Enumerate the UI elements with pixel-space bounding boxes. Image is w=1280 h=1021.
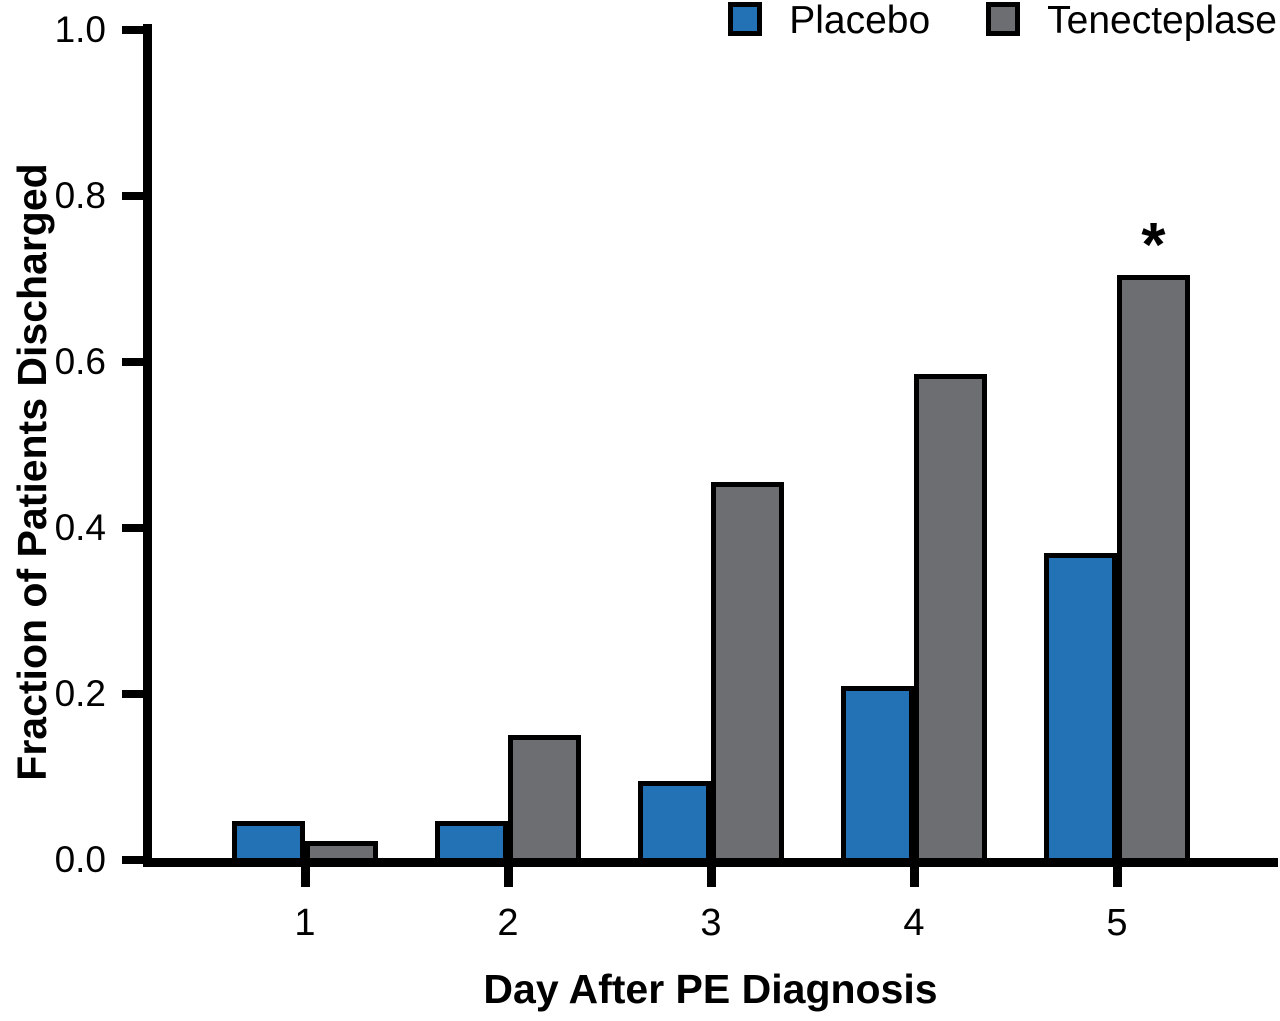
x-tick-1 <box>301 865 310 887</box>
y-tick-0.4 <box>122 524 143 532</box>
y-tick-0.0 <box>122 856 143 864</box>
legend-item-placebo: Placebo <box>728 0 930 42</box>
bar-tenecteplase-day-5 <box>1117 275 1190 865</box>
x-tick-label-5: 5 <box>1106 902 1128 944</box>
y-tick-label-0.6: 0.6 <box>54 341 106 382</box>
y-tick-label-0.8: 0.8 <box>54 175 106 216</box>
legend: Placebo Tenecteplase <box>728 0 1277 44</box>
x-tick-label-4: 4 <box>903 902 925 944</box>
y-tick-0.6 <box>122 358 143 366</box>
y-tick-0.8 <box>122 192 143 200</box>
x-tick-label-3: 3 <box>700 902 722 944</box>
y-tick-label-0.4: 0.4 <box>54 507 106 548</box>
legend-swatch-tenecteplase <box>986 2 1021 36</box>
x-tick-2 <box>504 865 513 887</box>
legend-swatch-placebo <box>728 2 763 36</box>
legend-label-placebo: Placebo <box>789 0 931 42</box>
y-tick-label-0.2: 0.2 <box>54 673 106 714</box>
bar-placebo-day-3 <box>638 781 711 865</box>
x-axis-line <box>143 858 1278 867</box>
x-tick-label-1: 1 <box>294 902 316 944</box>
x-tick-5 <box>1113 865 1122 887</box>
x-axis-title: Day After PE Diagnosis <box>483 966 938 1012</box>
y-axis-line <box>143 24 152 867</box>
x-tick-3 <box>707 865 716 887</box>
bar-tenecteplase-day-2 <box>508 735 581 865</box>
x-tick-label-2: 2 <box>497 902 519 944</box>
bar-placebo-day-1 <box>232 821 305 865</box>
significance-star: * <box>1141 211 1166 280</box>
y-tick-label-1.0: 1.0 <box>54 9 106 50</box>
bar-tenecteplase-day-4 <box>914 374 987 865</box>
y-tick-1.0 <box>122 26 143 34</box>
legend-label-tenecteplase: Tenecteplase <box>1047 0 1277 42</box>
y-tick-0.2 <box>122 690 143 698</box>
bar-tenecteplase-day-3 <box>711 482 784 865</box>
x-tick-4 <box>910 865 919 887</box>
legend-item-tenecteplase: Tenecteplase <box>986 0 1277 42</box>
bar-placebo-day-4 <box>841 686 914 865</box>
bar-placebo-day-5 <box>1044 553 1117 865</box>
y-tick-label-0.0: 0.0 <box>54 839 106 880</box>
